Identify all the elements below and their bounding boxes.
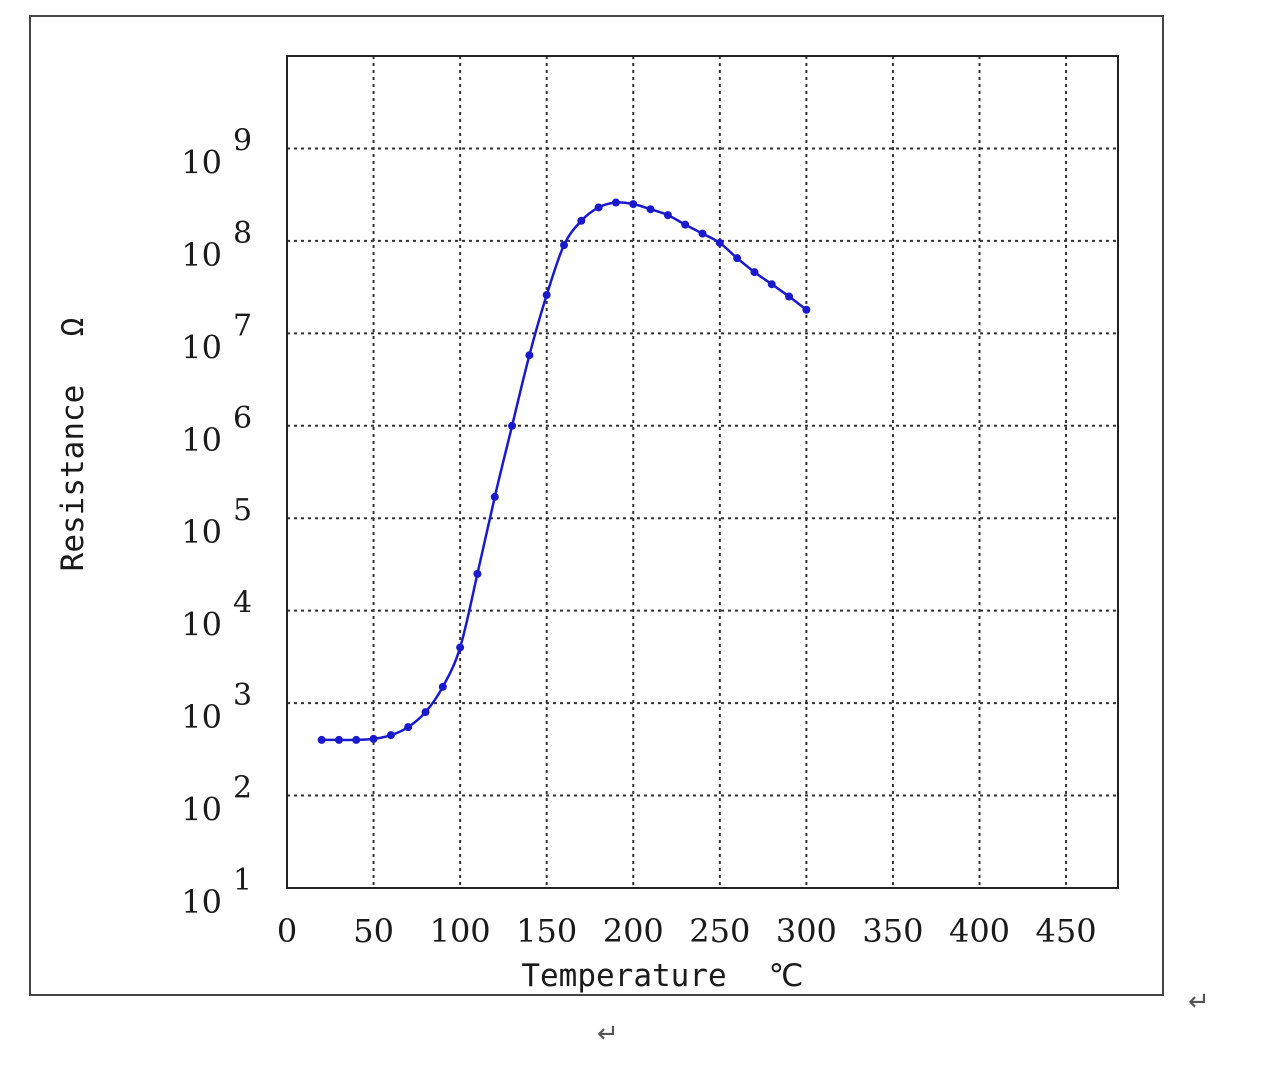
plot-area xyxy=(286,55,1119,889)
return-mark: ↵ xyxy=(1188,987,1210,1017)
data-point xyxy=(802,305,811,314)
data-point xyxy=(733,254,742,263)
data-point xyxy=(698,229,707,238)
data-point xyxy=(577,216,586,225)
y-tick-label: 10 xyxy=(181,328,222,366)
data-point xyxy=(334,735,343,744)
data-point xyxy=(490,492,499,501)
data-point xyxy=(542,290,551,299)
y-tick-label: 10 xyxy=(181,606,222,644)
x-tick-label: 300 xyxy=(776,912,837,950)
x-tick-label: 450 xyxy=(1036,912,1097,950)
y-tick-exponent: 9 xyxy=(233,123,252,158)
data-point xyxy=(421,708,430,717)
data-point xyxy=(369,734,378,743)
data-point xyxy=(438,682,447,691)
y-tick-label: 10 xyxy=(181,236,222,274)
y-tick-exponent: 4 xyxy=(233,586,252,621)
x-tick-label: 100 xyxy=(430,912,491,950)
y-tick-label: 10 xyxy=(181,421,222,459)
data-point xyxy=(456,643,465,652)
y-tick-label: 10 xyxy=(181,698,222,736)
x-axis-ticks: 0 50 100 150 200 250 300 350 400 450 xyxy=(277,912,1097,950)
data-point xyxy=(525,351,534,360)
data-point xyxy=(785,292,794,301)
data-point xyxy=(715,238,724,247)
data-point xyxy=(750,268,759,277)
data-point xyxy=(508,421,517,430)
data-point xyxy=(629,200,638,209)
y-tick-exponent: 8 xyxy=(233,216,252,251)
data-point xyxy=(352,735,361,744)
y-tick-exponent: 7 xyxy=(233,308,252,343)
y-axis-ticks: 10 1 10 2 10 3 10 4 10 5 10 6 10 7 10 8 10 9 xyxy=(181,123,252,921)
x-tick-label: 400 xyxy=(949,912,1010,950)
data-point xyxy=(767,280,776,289)
data-point xyxy=(594,203,603,212)
data-point xyxy=(663,211,672,220)
y-tick-label: 10 xyxy=(181,513,222,551)
y-tick-exponent: 2 xyxy=(233,771,252,806)
series-resistance xyxy=(317,198,811,744)
y-axis-label: Resistance xyxy=(55,385,91,572)
data-point xyxy=(681,220,690,229)
x-tick-label: 150 xyxy=(516,912,577,950)
x-tick-label: 50 xyxy=(353,912,394,950)
y-tick-exponent: 1 xyxy=(233,863,252,898)
y-tick-exponent: 5 xyxy=(233,493,252,528)
y-tick-label: 10 xyxy=(181,883,222,921)
data-point xyxy=(560,241,568,250)
data-point xyxy=(473,569,482,578)
y-tick-label: 10 xyxy=(181,791,222,829)
y-tick-exponent: 6 xyxy=(233,401,252,436)
return-mark: ↵ xyxy=(597,1019,619,1049)
outer-frame xyxy=(29,15,1164,996)
x-tick-label: 350 xyxy=(862,912,923,950)
data-point xyxy=(611,198,620,207)
y-axis-unit: Ω xyxy=(55,318,91,337)
x-tick-label: 250 xyxy=(689,912,750,950)
x-axis-unit: ℃ xyxy=(769,958,804,994)
data-point xyxy=(404,723,413,732)
x-axis-label: Temperature xyxy=(521,958,726,994)
x-tick-label: 200 xyxy=(603,912,664,950)
y-tick-label: 10 xyxy=(181,143,222,181)
data-point xyxy=(386,731,395,740)
grid xyxy=(287,56,1118,888)
x-tick-label: 0 xyxy=(277,912,297,950)
y-tick-exponent: 3 xyxy=(233,678,252,713)
data-point xyxy=(317,735,326,744)
data-point xyxy=(646,205,655,214)
series-line xyxy=(321,201,808,742)
